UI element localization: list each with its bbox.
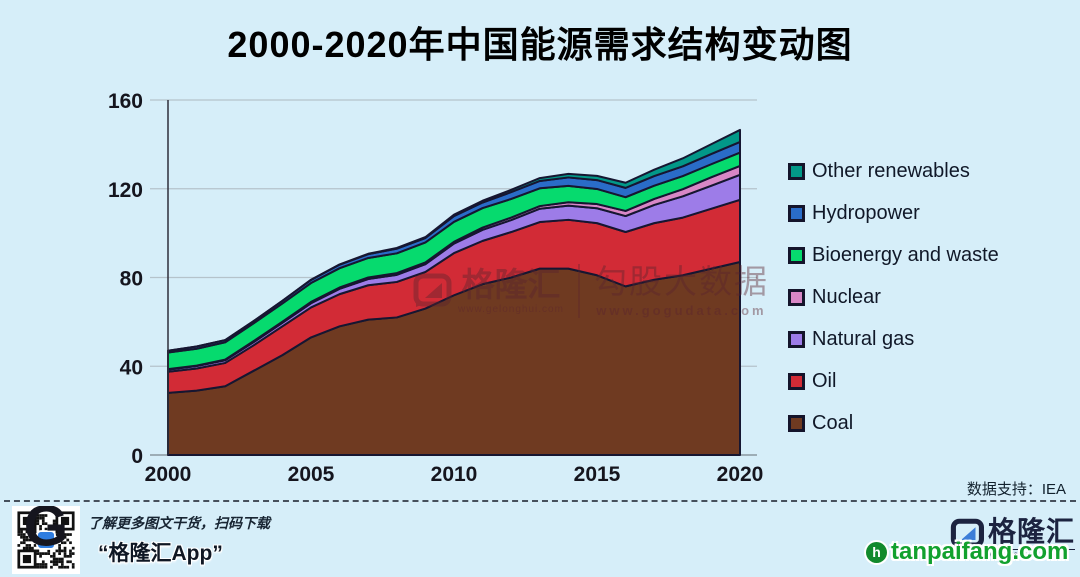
legend-label: Bioenergy and waste [812,243,999,266]
y-tick-80: 80 [120,268,143,291]
area-other-renewables [167,128,741,352]
legend-label: Natural gas [812,327,915,350]
chart-title: 2000-2020年中国能源需求结构变动图 [227,24,853,65]
legend-item-nuclear: Nuclear [788,276,999,318]
x-tick-2010: 2010 [431,463,478,486]
app-name: “格隆汇App” [98,542,223,565]
legend-item-hydropower: Hydropower [788,192,999,234]
legend-swatch-icon [788,330,805,348]
x-tick-2020: 2020 [717,463,764,486]
legend-item-oil: Oil [788,360,999,402]
legend-swatch-icon [788,288,805,306]
gelonghui-logo-icon [950,518,984,549]
data-source-note: 数据支持：IEA [966,481,1066,498]
qr-caption: 了解更多图文干货，扫码下载 [88,515,270,531]
legend-item-bioenergy-and-waste: Bioenergy and waste [788,234,999,276]
legend-item-natural-gas: Natural gas [788,318,999,360]
qr-code: G [12,506,80,574]
legend-swatch-icon [788,204,805,222]
svg-text:G: G [24,506,68,559]
footer-divider [4,500,1076,502]
x-tick-2015: 2015 [574,463,621,486]
y-tick-160: 160 [108,90,143,113]
legend-label: Other renewables [812,159,970,182]
legend-label: Oil [812,369,837,392]
tanpaifang-leaf-icon: h [866,541,887,563]
legend-label: Hydropower [812,201,920,224]
legend-swatch-icon [788,372,805,390]
gelonghui-logo-url: www.gelonghui.com [988,549,1076,559]
tanpaifang-logo-text: tanpaifang.com [891,538,1069,565]
tanpaifang-logo: h tanpaifang.com [866,538,1068,566]
legend-item-other-renewables: Other renewables [788,150,999,192]
y-tick-0: 0 [131,445,143,468]
chart-legend: Other renewables Hydropower Bioenergy and … [788,150,999,444]
gelonghui-logo-text: 格隆汇 [988,516,1076,547]
x-tick-2000: 2000 [145,463,192,486]
legend-swatch-icon [788,162,805,180]
gelonghui-logo: 格隆汇 www.gelonghui.com [950,516,1076,559]
legend-label: Coal [812,411,854,434]
legend-label: Nuclear [812,285,881,308]
legend-item-coal: Coal [788,402,999,444]
legend-swatch-icon [788,246,805,264]
x-tick-2005: 2005 [288,463,335,486]
y-tick-120: 120 [108,179,143,202]
y-tick-40: 40 [120,356,143,379]
legend-swatch-icon [788,414,805,432]
